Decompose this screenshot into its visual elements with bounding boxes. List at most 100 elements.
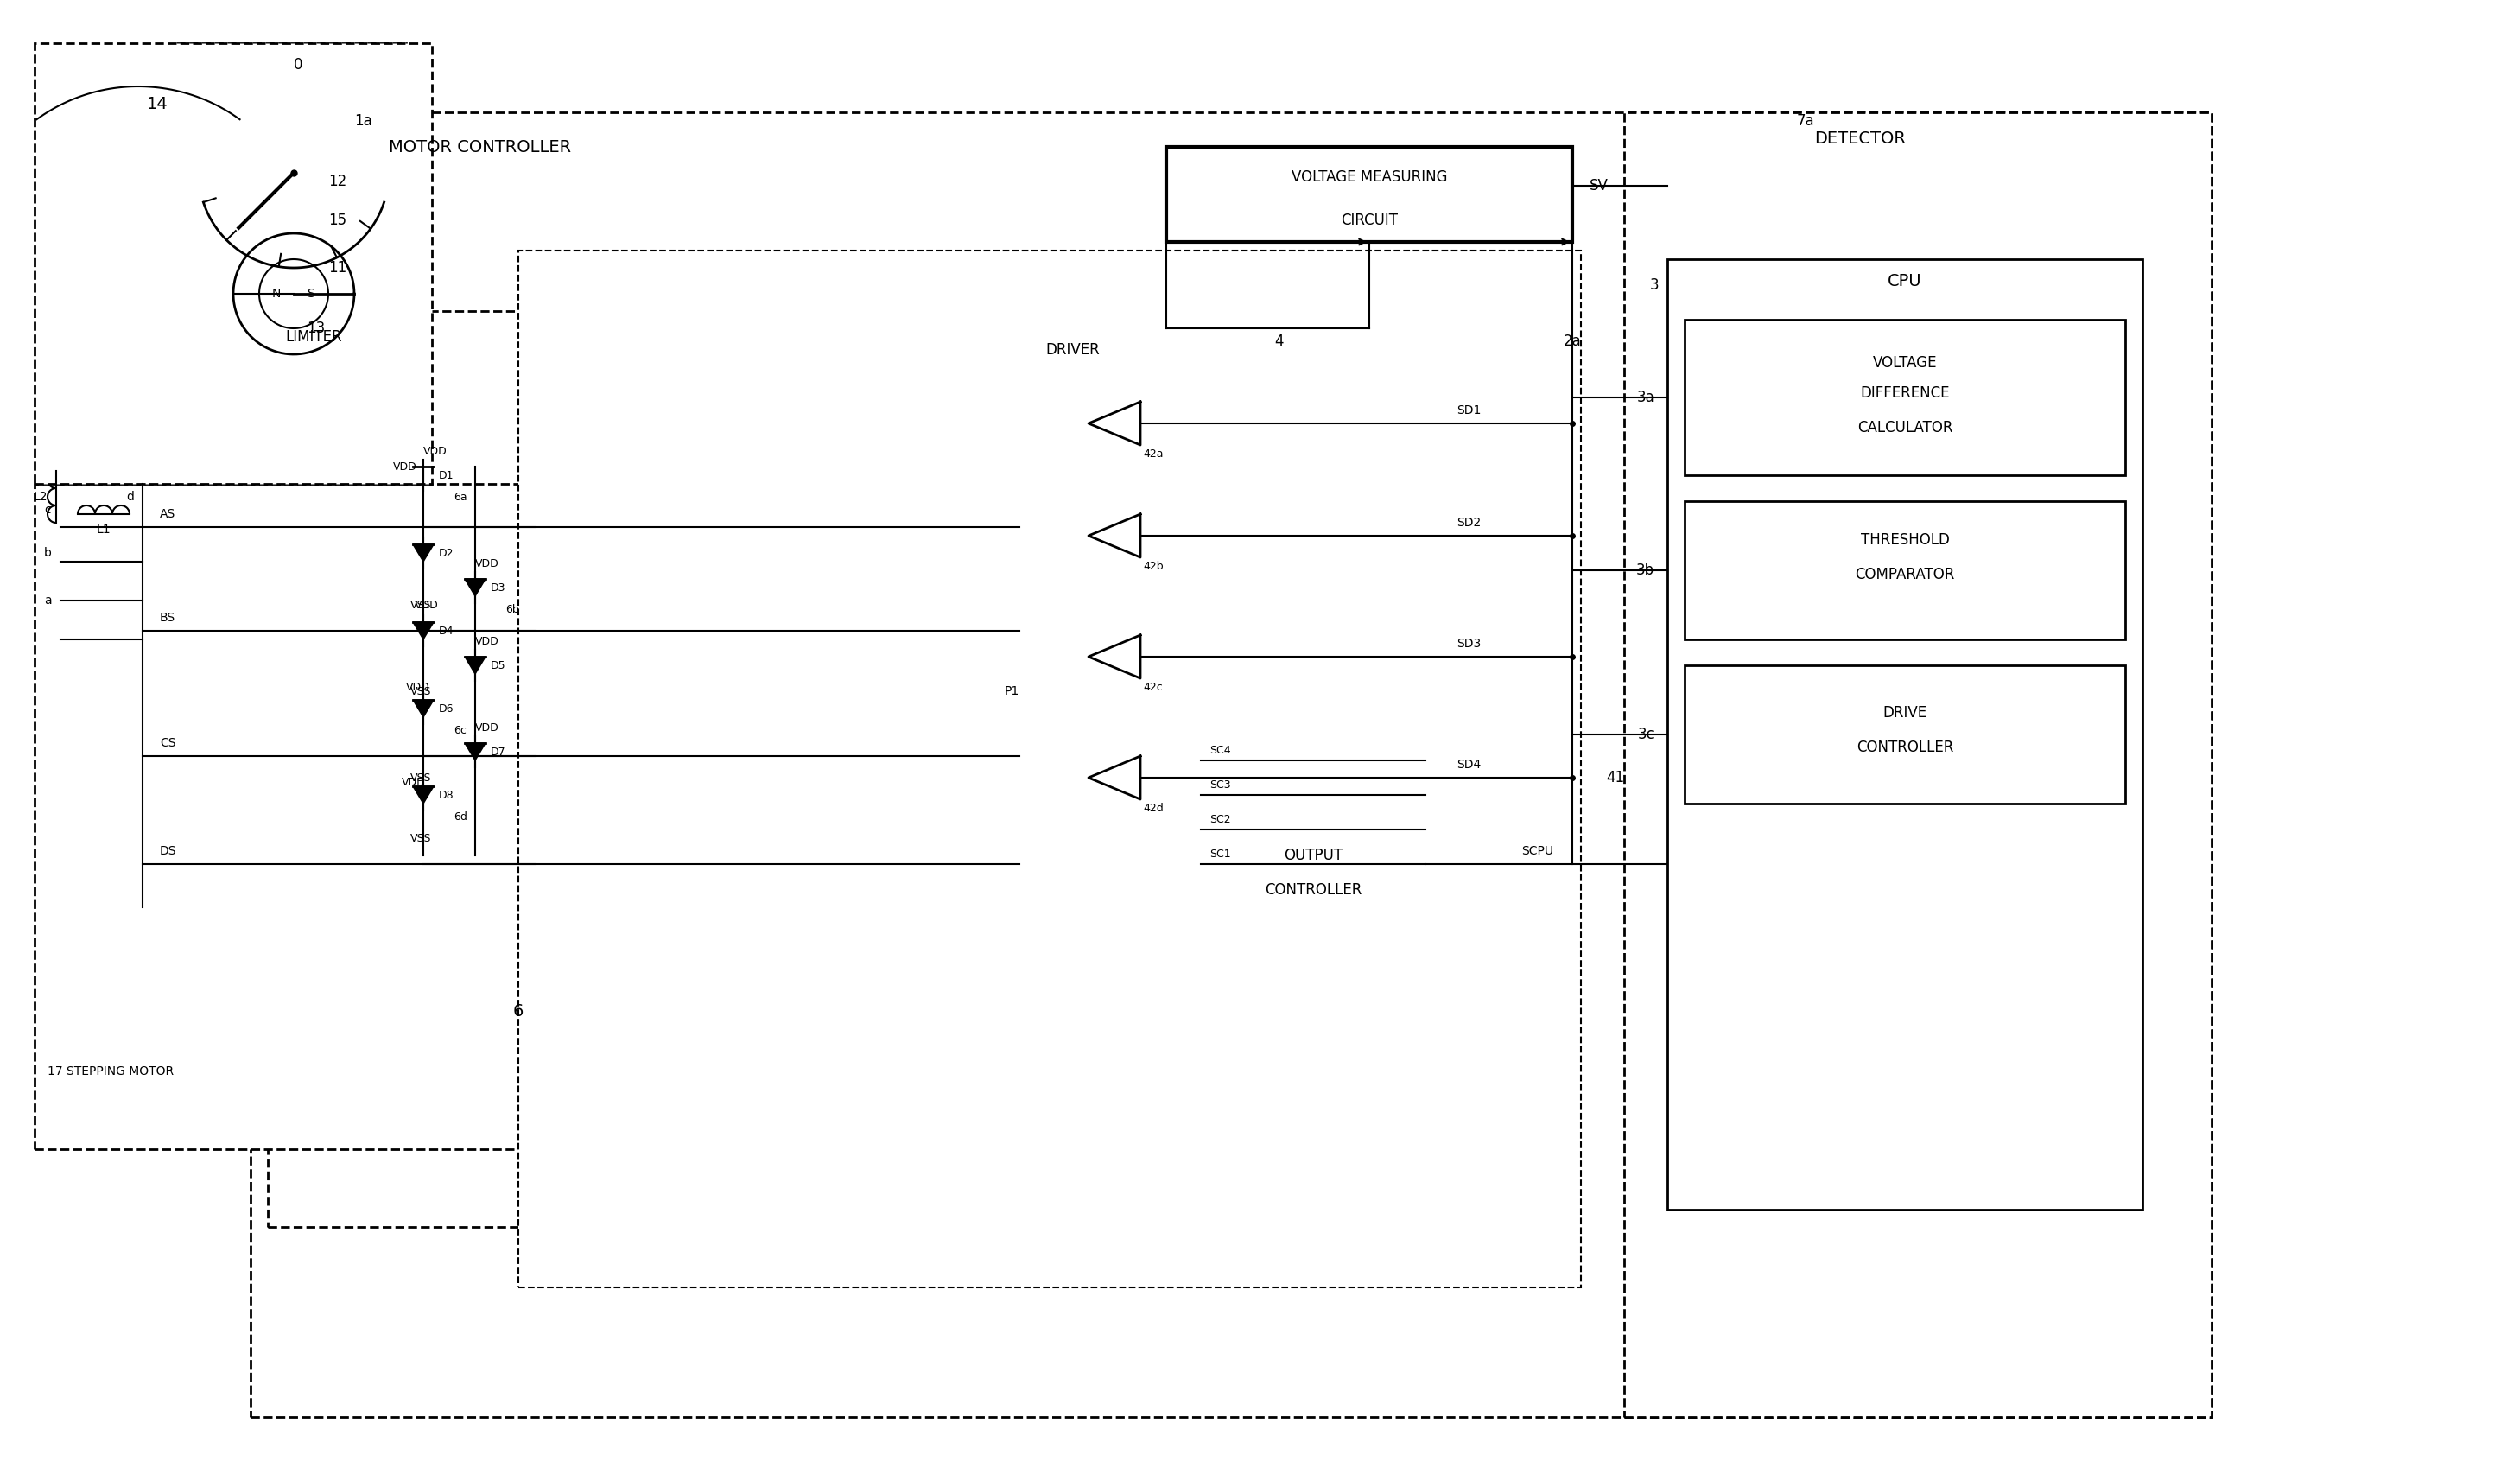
Text: c: c — [45, 504, 50, 515]
Text: DRIVE: DRIVE — [1882, 705, 1928, 721]
Bar — [1683, 665, 2124, 804]
Text: CS: CS — [159, 738, 176, 749]
Text: VDD: VDD — [423, 446, 446, 456]
Text: VDD: VDD — [476, 635, 499, 647]
Text: 42a: 42a — [1144, 449, 1164, 459]
Text: 6c: 6c — [454, 724, 466, 736]
Polygon shape — [464, 579, 486, 597]
Text: d: d — [126, 490, 134, 504]
Bar — [249, 113, 2213, 1417]
Text: D8: D8 — [438, 789, 454, 801]
Polygon shape — [413, 786, 433, 804]
Text: SCPU: SCPU — [1522, 846, 1555, 857]
Text: DRIVER: DRIVER — [1046, 342, 1099, 358]
Text: N: N — [272, 287, 280, 299]
Text: D7: D7 — [491, 746, 507, 757]
Text: SV: SV — [1590, 178, 1608, 194]
Bar — [267, 311, 975, 1226]
Text: OUTPUT: OUTPUT — [1283, 847, 1343, 863]
Text: b: b — [43, 546, 50, 558]
Text: D4: D4 — [438, 625, 454, 637]
Text: D6: D6 — [438, 703, 454, 714]
Text: VDD: VDD — [476, 721, 499, 733]
Polygon shape — [1089, 514, 1142, 557]
Text: 3b: 3b — [1635, 563, 1653, 578]
Bar — [1683, 320, 2124, 475]
Text: 4: 4 — [1275, 333, 1283, 350]
Text: 12: 12 — [328, 173, 348, 190]
Text: 6b: 6b — [507, 604, 519, 615]
Text: 42b: 42b — [1144, 560, 1164, 572]
Text: 3c: 3c — [1638, 727, 1653, 742]
Text: 6d: 6d — [454, 812, 466, 822]
Text: 13: 13 — [307, 320, 325, 336]
Text: SD1: SD1 — [1457, 404, 1482, 416]
Text: 41: 41 — [1605, 770, 1625, 785]
Text: CIRCUIT: CIRCUIT — [1341, 213, 1399, 228]
Text: SD4: SD4 — [1457, 758, 1482, 770]
Text: 14: 14 — [146, 95, 169, 113]
Text: VOLTAGE: VOLTAGE — [1872, 355, 1938, 370]
Text: VDD: VDD — [476, 558, 499, 569]
Text: a: a — [43, 594, 50, 607]
Bar — [1668, 259, 2142, 1210]
Text: 15: 15 — [328, 213, 348, 228]
Text: VSS: VSS — [411, 600, 431, 610]
Text: SD3: SD3 — [1457, 638, 1482, 650]
Polygon shape — [413, 701, 433, 717]
Text: VSS: VSS — [411, 686, 431, 698]
Polygon shape — [413, 467, 433, 484]
Text: 0: 0 — [292, 58, 302, 73]
Text: SC2: SC2 — [1210, 813, 1230, 825]
Text: D3: D3 — [491, 582, 507, 594]
Bar — [35, 43, 431, 484]
Text: D5: D5 — [491, 659, 507, 671]
Text: VDD: VDD — [406, 681, 431, 693]
Text: VDD: VDD — [416, 600, 438, 610]
Text: 6a: 6a — [454, 492, 466, 502]
Text: COMPARATOR: COMPARATOR — [1855, 567, 1956, 582]
Text: DETECTOR: DETECTOR — [1814, 130, 1905, 147]
Bar — [1202, 752, 1426, 1080]
Text: VDD: VDD — [393, 461, 416, 472]
Text: 2a: 2a — [1562, 333, 1580, 350]
Bar — [1021, 329, 1366, 1054]
Text: CALCULATOR: CALCULATOR — [1857, 421, 1953, 435]
Polygon shape — [1089, 635, 1142, 678]
Text: MOTOR CONTROLLER: MOTOR CONTROLLER — [388, 139, 572, 156]
Text: CONTROLLER: CONTROLLER — [1265, 883, 1361, 897]
Text: THRESHOLD: THRESHOLD — [1860, 532, 1950, 548]
Text: S: S — [307, 287, 315, 299]
Text: SC4: SC4 — [1210, 745, 1230, 755]
Text: SD2: SD2 — [1457, 517, 1482, 529]
Text: 3a: 3a — [1635, 390, 1653, 406]
Text: BS: BS — [159, 612, 176, 624]
Text: 42c: 42c — [1144, 681, 1164, 693]
Text: VSS: VSS — [411, 772, 431, 783]
Text: 17 STEPPING MOTOR: 17 STEPPING MOTOR — [48, 1065, 174, 1078]
Text: CPU: CPU — [1887, 273, 1923, 289]
Text: D1: D1 — [438, 469, 454, 481]
Polygon shape — [464, 743, 486, 760]
Text: 6: 6 — [514, 1003, 524, 1019]
Bar — [1623, 113, 2213, 1417]
Text: 11: 11 — [328, 261, 348, 275]
Text: L1: L1 — [96, 524, 111, 536]
Text: LIMITER: LIMITER — [285, 329, 343, 345]
Text: DIFFERENCE: DIFFERENCE — [1860, 385, 1950, 401]
Text: VDD: VDD — [401, 776, 426, 788]
Polygon shape — [1089, 401, 1142, 444]
Text: AS: AS — [159, 508, 176, 520]
Polygon shape — [413, 545, 433, 561]
Text: VSS: VSS — [411, 832, 431, 844]
Bar — [1167, 147, 1572, 241]
Text: DS: DS — [159, 846, 176, 857]
Text: L2: L2 — [33, 490, 48, 504]
Text: 3: 3 — [1651, 277, 1658, 293]
Polygon shape — [1089, 757, 1142, 800]
Text: 1a: 1a — [355, 113, 373, 129]
Text: 7a: 7a — [1797, 113, 1814, 129]
Bar — [174, 43, 406, 467]
Text: P1: P1 — [1005, 686, 1021, 698]
Text: D2: D2 — [438, 548, 454, 558]
